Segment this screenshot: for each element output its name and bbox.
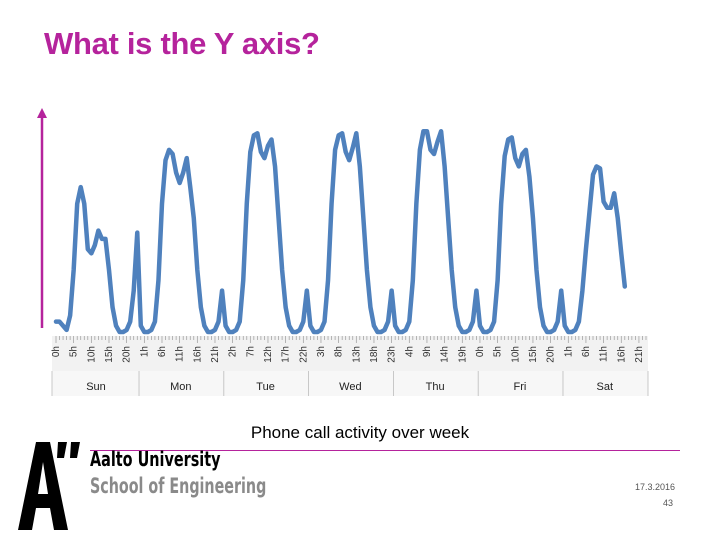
school-name: School of Engineering: [90, 474, 267, 498]
hour-tick-labels: 0h 5h 10h 15h 20h 1h 6h 11h 16h 21h 2h 7h 12h 17h 22h 3…: [51, 346, 645, 363]
hour-tick-label: 13h: [351, 346, 362, 363]
hour-tick-label: 3h: [316, 346, 327, 357]
hour-tick-label: 23h: [387, 346, 398, 363]
day-label: Sun: [86, 381, 106, 393]
hour-tick-label: 8h: [334, 346, 345, 357]
slide-number: 43: [662, 498, 673, 508]
hour-tick-label: 20h: [122, 346, 133, 363]
slide-date: 17.3.2016: [634, 482, 675, 492]
hour-tick-label: 14h: [440, 346, 451, 363]
hour-tick-label: 20h: [546, 346, 557, 363]
day-axis-band: [52, 371, 648, 396]
minor-ticks: [55, 336, 647, 343]
aalto-logo-icon: [18, 442, 80, 530]
hour-tick-label: 12h: [263, 346, 274, 363]
day-label: Thu: [426, 381, 445, 393]
chart-caption: Phone call activity over week: [250, 423, 470, 442]
hour-tick-label: 22h: [298, 346, 309, 363]
hour-tick-label: 16h: [616, 346, 627, 363]
day-label: Mon: [170, 381, 191, 393]
hour-tick-label: 1h: [563, 346, 574, 357]
hour-tick-label: 10h: [510, 346, 521, 363]
series-layer: [53, 128, 628, 335]
day-label: Tue: [256, 381, 275, 393]
university-name: Aalto University: [90, 447, 221, 471]
hour-tick-label: 1h: [139, 346, 150, 357]
hour-tick-label: 9h: [422, 346, 433, 357]
hour-tick-label: 0h: [475, 346, 486, 357]
hour-tick-label: 2h: [228, 346, 239, 357]
hour-tick-label: 4h: [404, 346, 415, 357]
hour-tick-label: 17h: [281, 346, 292, 363]
time-axis-band: [52, 336, 648, 371]
hour-tick-label: 11h: [175, 346, 186, 362]
hour-tick-label: 16h: [192, 346, 203, 363]
hour-tick-label: 5h: [493, 346, 504, 357]
hour-tick-label: 21h: [634, 346, 645, 363]
hour-tick-label: 10h: [86, 346, 97, 363]
hour-tick-label: 6h: [157, 346, 168, 357]
day-separators: [51, 371, 649, 396]
hour-tick-label: 19h: [457, 346, 468, 363]
y-axis-arrowhead: [37, 108, 47, 118]
day-label: Fri: [514, 381, 527, 393]
hour-tick-label: 6h: [581, 346, 592, 357]
hour-tick-label: 7h: [245, 346, 256, 357]
day-labels: Sun Mon Tue Wed Thu Fri Sat: [86, 381, 613, 393]
hour-tick-label: 0h: [51, 346, 62, 357]
hour-tick-label: 15h: [528, 346, 539, 363]
hour-tick-label: 21h: [210, 346, 221, 363]
hour-tick-label: 18h: [369, 346, 380, 363]
university-wordmark: Aalto University School of Engineering: [90, 447, 349, 499]
slide-title: What is the Y axis?: [44, 26, 320, 61]
hour-tick-label: 15h: [104, 346, 115, 363]
day-label: Sat: [596, 381, 613, 393]
activity-series-line: [53, 128, 628, 335]
day-label: Wed: [339, 381, 361, 393]
phone-activity-chart: 0h 5h 10h 15h 20h 1h 6h 11h 16h 21h 2h 7h 12h 17h 22h 3…: [37, 108, 649, 396]
footer-rule: [90, 450, 680, 451]
hour-tick-label: 11h: [599, 346, 610, 362]
hour-tick-label: 5h: [69, 346, 80, 357]
